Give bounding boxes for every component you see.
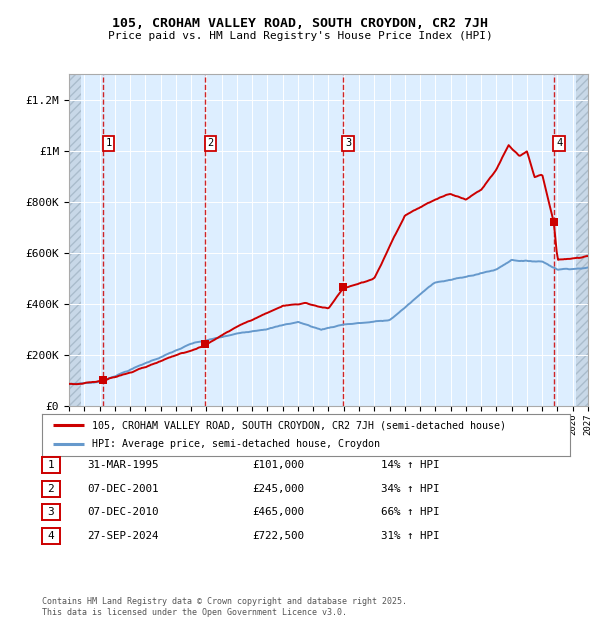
Text: 07-DEC-2010: 07-DEC-2010: [87, 507, 158, 517]
Text: 66% ↑ HPI: 66% ↑ HPI: [381, 507, 439, 517]
Text: 07-DEC-2001: 07-DEC-2001: [87, 484, 158, 494]
Bar: [576, 74, 588, 406]
Text: 34% ↑ HPI: 34% ↑ HPI: [381, 484, 439, 494]
Text: 2: 2: [47, 484, 55, 494]
Text: Contains HM Land Registry data © Crown copyright and database right 2025.
This d: Contains HM Land Registry data © Crown c…: [42, 598, 407, 617]
Text: HPI: Average price, semi-detached house, Croydon: HPI: Average price, semi-detached house,…: [92, 439, 380, 449]
Text: 1: 1: [47, 460, 55, 470]
Text: 27-SEP-2024: 27-SEP-2024: [87, 531, 158, 541]
Text: £101,000: £101,000: [252, 460, 304, 470]
Text: 1: 1: [106, 138, 112, 148]
Text: 105, CROHAM VALLEY ROAD, SOUTH CROYDON, CR2 7JH (semi-detached house): 105, CROHAM VALLEY ROAD, SOUTH CROYDON, …: [92, 420, 506, 430]
Text: £722,500: £722,500: [252, 531, 304, 541]
Text: 31-MAR-1995: 31-MAR-1995: [87, 460, 158, 470]
Text: 2: 2: [208, 138, 214, 148]
Text: Price paid vs. HM Land Registry's House Price Index (HPI): Price paid vs. HM Land Registry's House …: [107, 31, 493, 41]
Text: 4: 4: [47, 531, 55, 541]
Text: 3: 3: [345, 138, 351, 148]
Text: 4: 4: [556, 138, 562, 148]
Text: 14% ↑ HPI: 14% ↑ HPI: [381, 460, 439, 470]
Text: £245,000: £245,000: [252, 484, 304, 494]
Text: 31% ↑ HPI: 31% ↑ HPI: [381, 531, 439, 541]
Text: £465,000: £465,000: [252, 507, 304, 517]
Bar: [69, 74, 81, 406]
Text: 105, CROHAM VALLEY ROAD, SOUTH CROYDON, CR2 7JH: 105, CROHAM VALLEY ROAD, SOUTH CROYDON, …: [112, 17, 488, 30]
Text: 3: 3: [47, 507, 55, 517]
